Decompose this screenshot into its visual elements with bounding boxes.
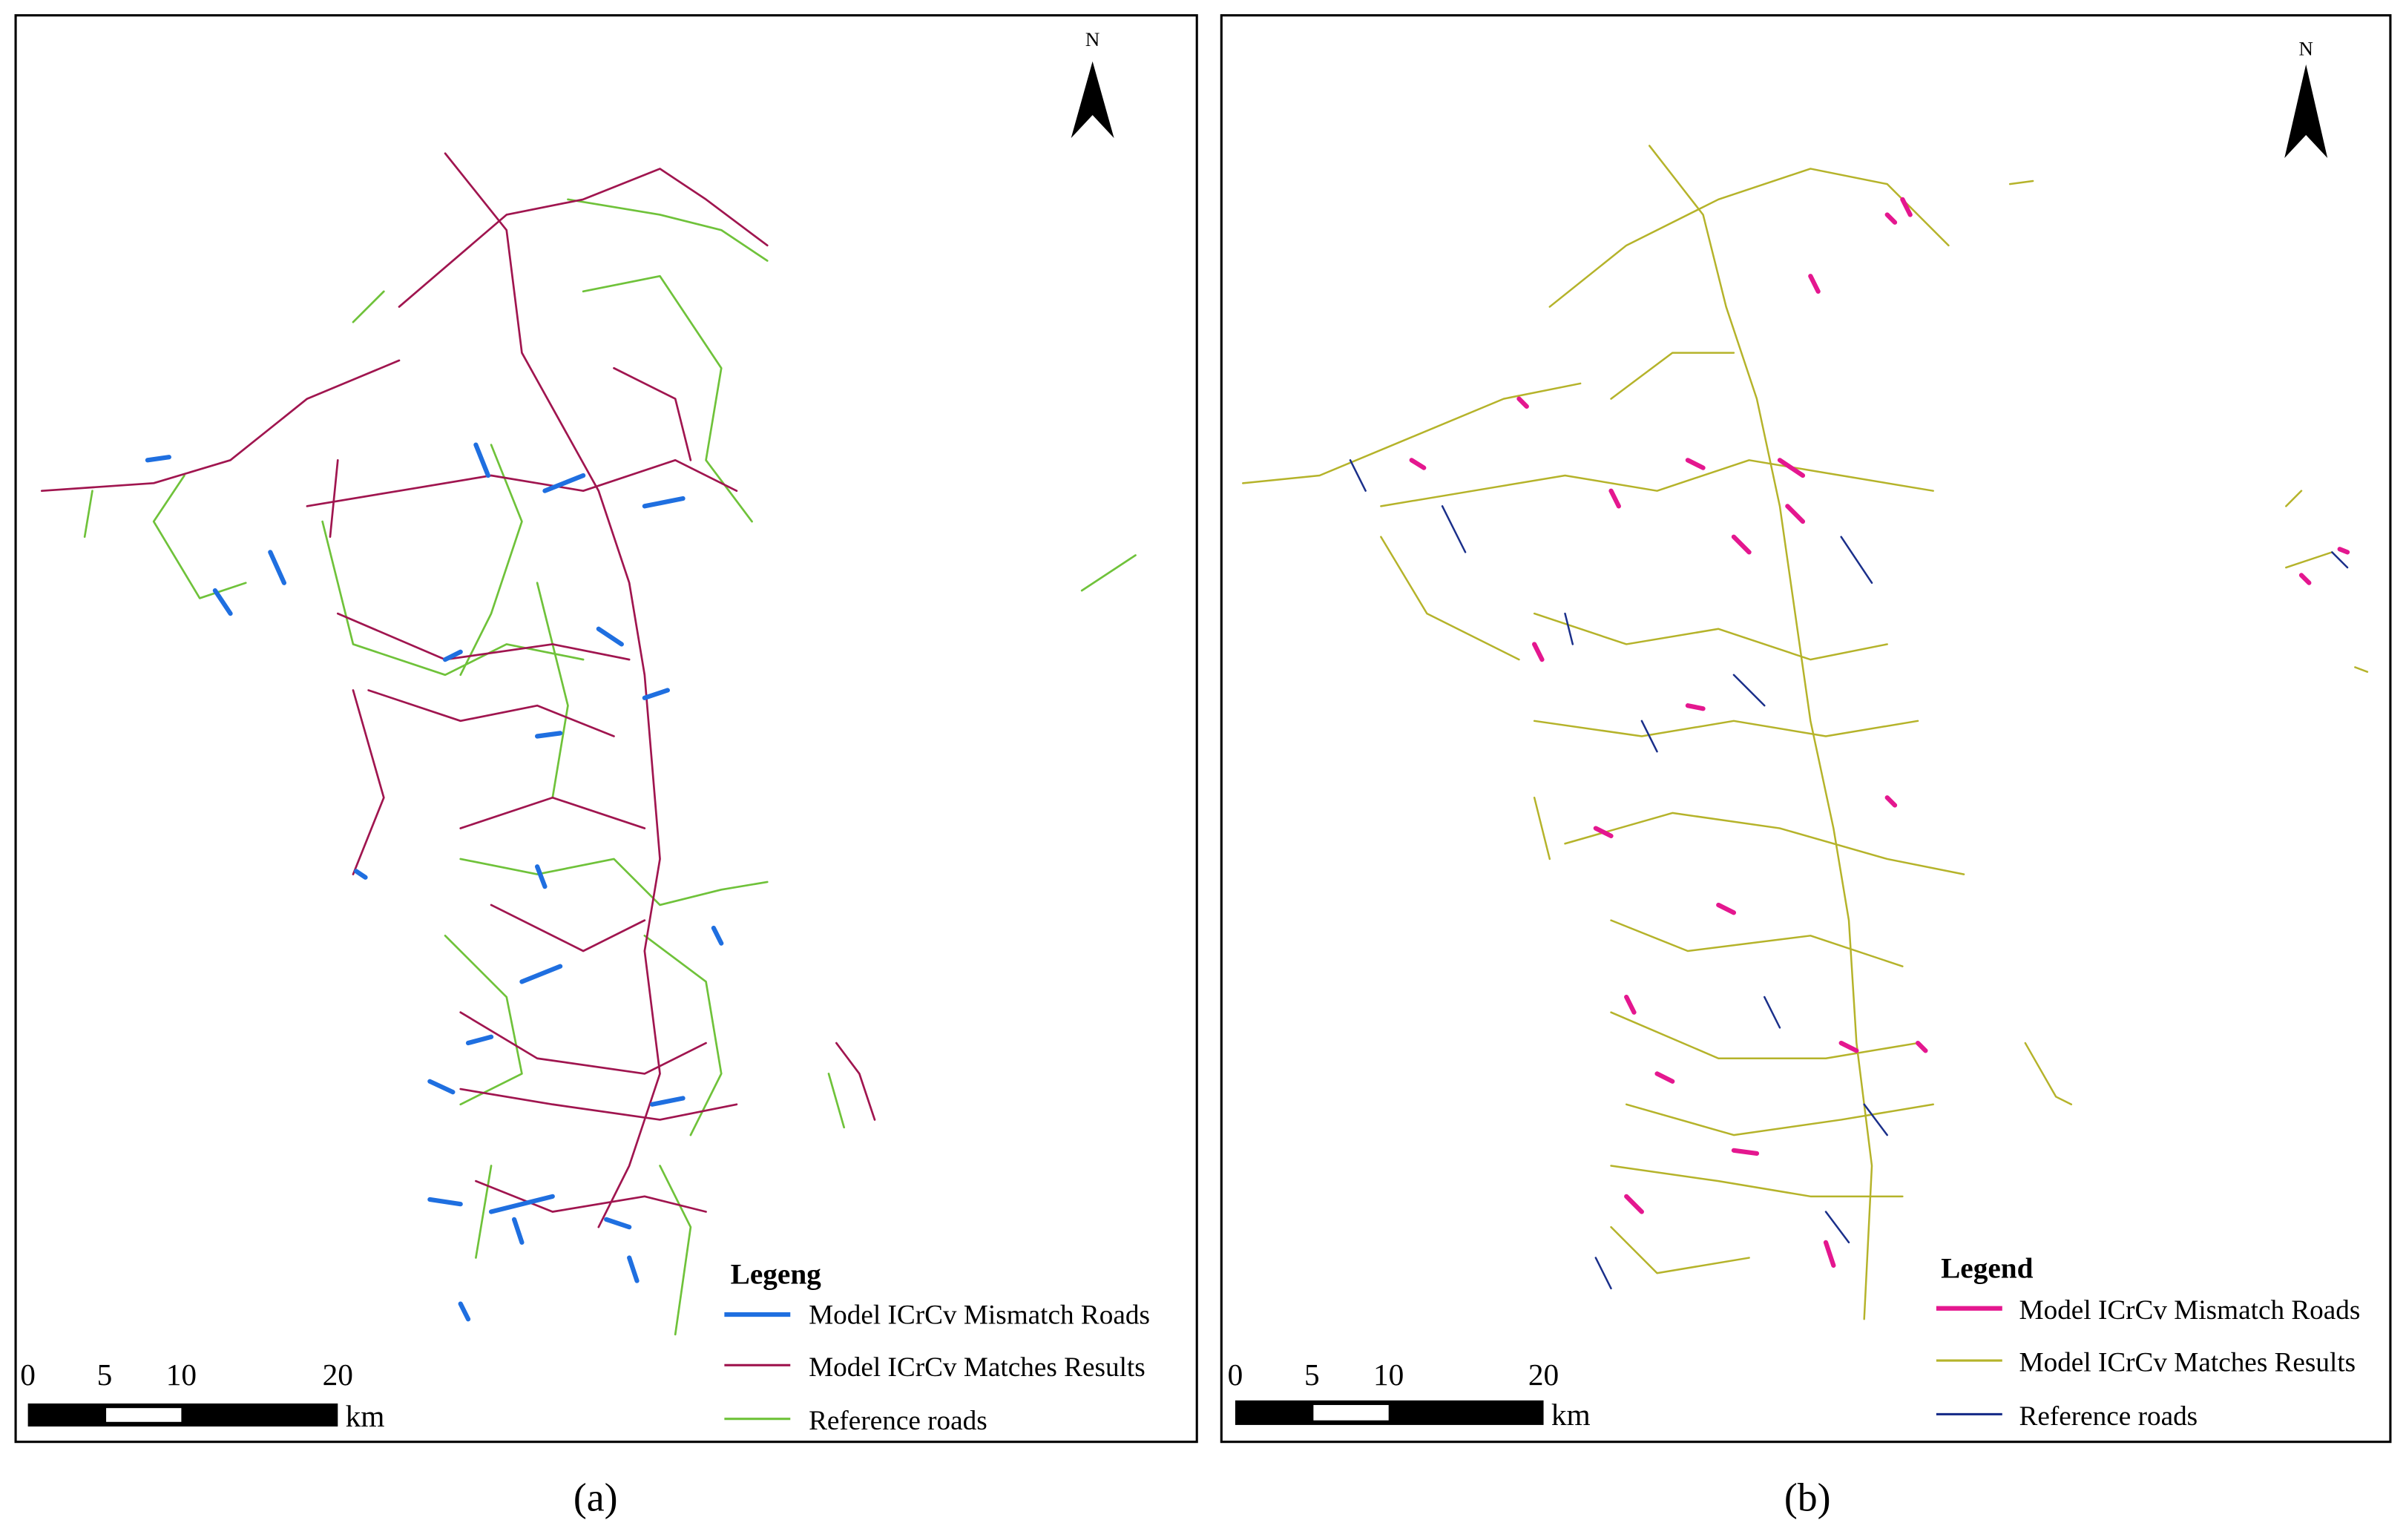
- legend-item: Model ICrCv Mismatch Roads: [2019, 1295, 2361, 1326]
- scale-label: 0: [1228, 1358, 1243, 1392]
- legend-item: Model ICrCv Matches Results: [2019, 1348, 2356, 1378]
- scale-bar: [1235, 1400, 1544, 1425]
- scale-label: 10: [166, 1358, 197, 1392]
- caption: (a): [573, 1475, 618, 1520]
- scale-label: 20: [323, 1358, 353, 1392]
- scale-label: 5: [1304, 1358, 1320, 1392]
- scale-bar-segment: [106, 1408, 182, 1422]
- legend-title: Legeng: [731, 1259, 822, 1291]
- panel-frame: [1220, 14, 2392, 1444]
- legend-item: Model ICrCv Mismatch Roads: [809, 1300, 1150, 1330]
- road-network: [40, 152, 1137, 1336]
- scale-label: 5: [97, 1358, 113, 1392]
- legend-item: Model ICrCv Matches Results: [809, 1352, 1146, 1383]
- scale-bar-segment: [1313, 1405, 1389, 1421]
- legend-title: Legend: [1941, 1252, 2034, 1284]
- road-network: [1242, 145, 2369, 1320]
- north-label: N: [2298, 37, 2313, 59]
- north-label: N: [1085, 28, 1100, 50]
- scale-bar: [27, 1403, 338, 1427]
- panel-frame: [14, 14, 1198, 1444]
- caption: (b): [1784, 1475, 1831, 1520]
- scale-label: 0: [20, 1358, 36, 1392]
- scale-unit: km: [1551, 1398, 1591, 1432]
- scale-unit: km: [346, 1399, 385, 1433]
- north-arrow: [2284, 64, 2328, 158]
- legend-item: Reference roads: [809, 1406, 987, 1436]
- legend-item: Reference roads: [2019, 1401, 2198, 1432]
- scale-label: 20: [1528, 1358, 1559, 1392]
- scale-label: 10: [1373, 1358, 1404, 1392]
- north-arrow: [1071, 61, 1114, 139]
